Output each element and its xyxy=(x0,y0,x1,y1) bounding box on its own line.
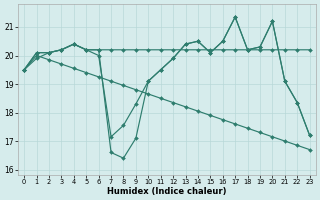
X-axis label: Humidex (Indice chaleur): Humidex (Indice chaleur) xyxy=(107,187,227,196)
